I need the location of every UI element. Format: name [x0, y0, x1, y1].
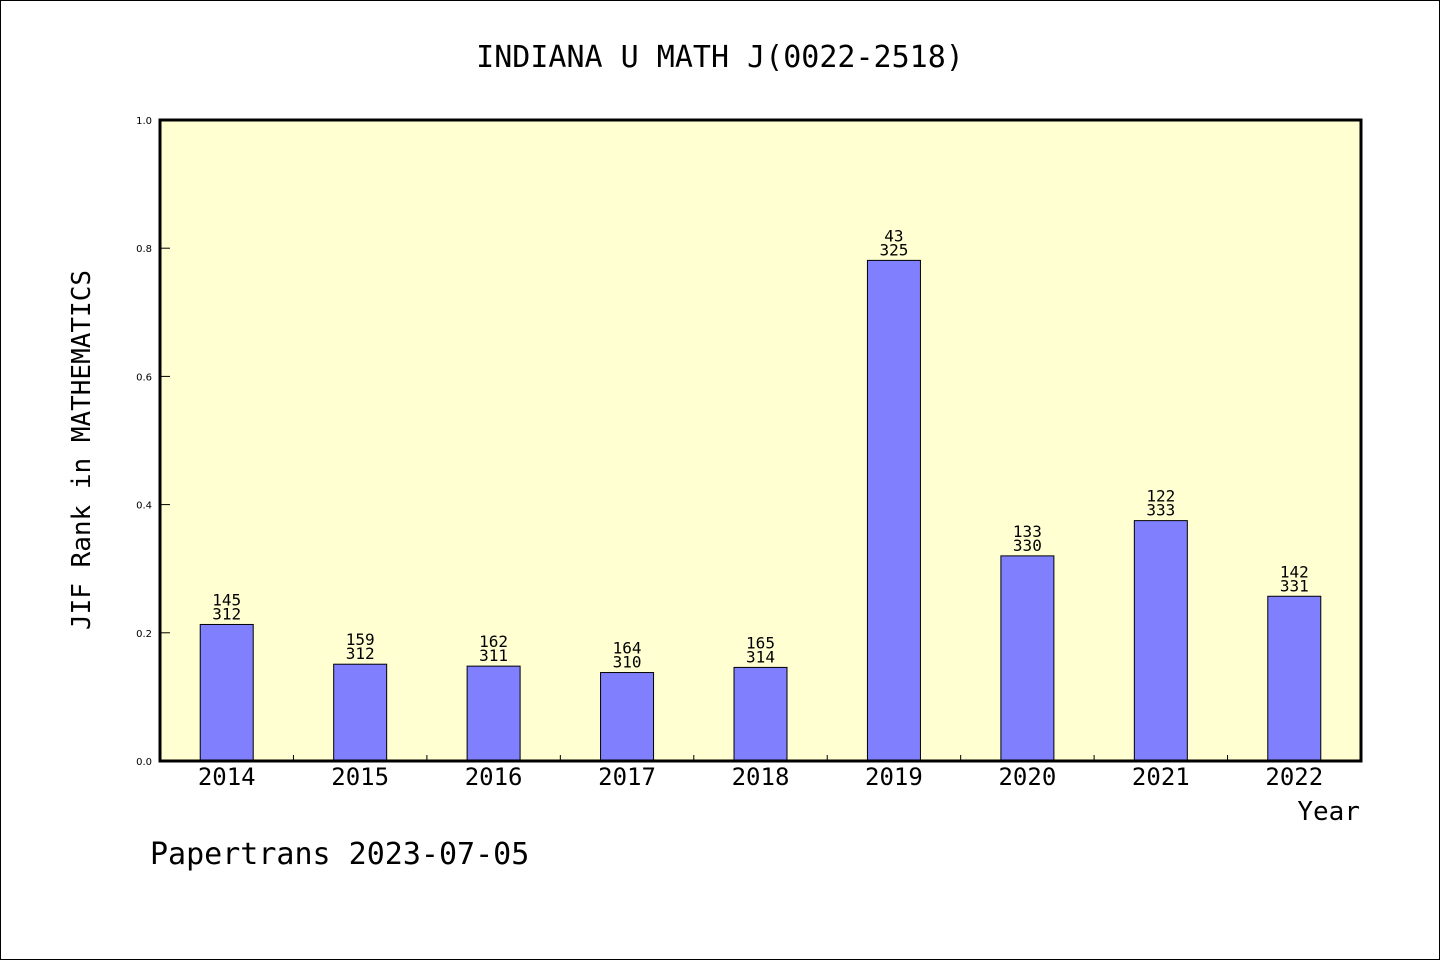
x-axis-label: Year: [1297, 797, 1360, 827]
bar-2021: [1133, 520, 1188, 762]
bar-2018: [733, 666, 788, 762]
bar-label-total: 314: [746, 647, 775, 666]
x-tick-label: 2014: [198, 763, 256, 791]
bar-label-rank: 159: [346, 630, 375, 649]
x-tick-label: 2019: [865, 763, 923, 791]
bars: 1453122014159312201516231120161643102017…: [198, 226, 1323, 791]
bar-label-rank: 165: [746, 633, 775, 652]
bar-label-rank: 133: [1013, 522, 1042, 541]
bar-label-rank: 122: [1146, 487, 1175, 506]
bar-label-total: 311: [479, 646, 508, 665]
y-tick-label: 0.0: [136, 757, 152, 768]
bar-label-total: 325: [879, 240, 908, 259]
x-tick-label: 2015: [331, 763, 389, 791]
y-axis-label: JIF Rank in MATHEMATICS: [67, 270, 97, 630]
y-tick-label: 0.4: [136, 501, 152, 512]
bar-label-rank: 142: [1280, 562, 1309, 581]
y-tick-label: 0.2: [136, 629, 152, 640]
bar-label-total: 310: [613, 653, 642, 672]
plot-border: [158, 118, 1363, 763]
x-tick-label: 2016: [465, 763, 523, 791]
chart-title: INDIANA U MATH J(0022-2518): [476, 40, 964, 75]
bar-label-total: 333: [1146, 501, 1175, 520]
bar-label-rank: 43: [884, 226, 903, 245]
bar-2017: [600, 672, 655, 762]
bar-2019: [866, 259, 921, 762]
bar-label-total: 331: [1280, 576, 1309, 595]
bar-2016: [466, 665, 521, 762]
bar-2022: [1267, 595, 1322, 762]
y-tick-label: 1.0: [136, 116, 152, 127]
bar-label-rank: 164: [613, 639, 642, 658]
bar-2015: [333, 663, 388, 762]
bar-label-rank: 145: [212, 590, 241, 609]
x-tick-label: 2021: [1132, 763, 1190, 791]
bar-label-total: 330: [1013, 536, 1042, 555]
x-tick-label: 2022: [1265, 763, 1323, 791]
footer-text: Papertrans 2023-07-05: [150, 837, 529, 872]
bar-2020: [1000, 555, 1055, 762]
y-tick-label: 0.6: [136, 372, 152, 383]
x-tick-label: 2018: [732, 763, 790, 791]
y-tick-label: 0.8: [136, 244, 152, 255]
x-tick-label: 2020: [998, 763, 1056, 791]
bar-label-total: 312: [212, 604, 241, 623]
bar-label-total: 312: [346, 644, 375, 663]
bar-label-rank: 162: [479, 632, 508, 651]
x-tick-label: 2017: [598, 763, 656, 791]
bar-2014: [199, 623, 254, 762]
